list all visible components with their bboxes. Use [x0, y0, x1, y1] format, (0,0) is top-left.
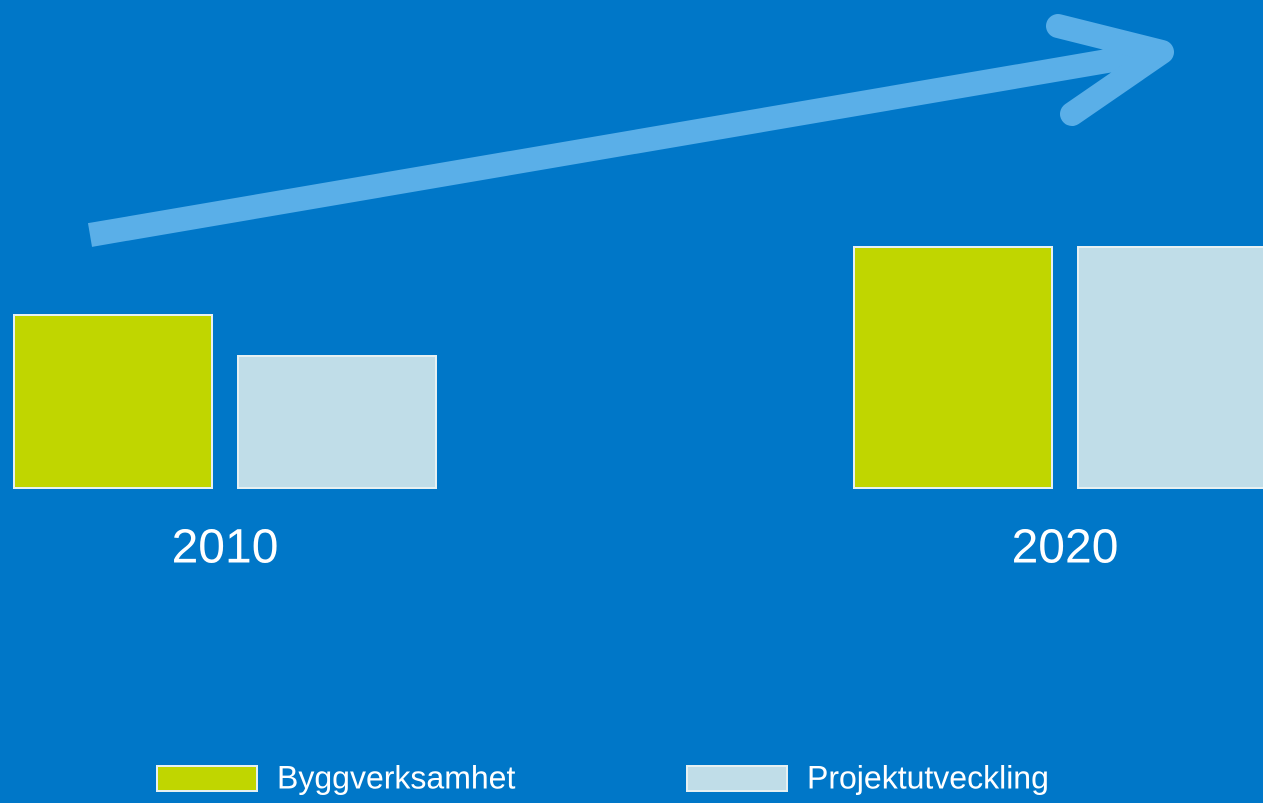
bar [237, 355, 437, 489]
arrow-head [1046, 14, 1174, 126]
arrow-shaft [87, 40, 1163, 247]
legend-swatch [156, 765, 258, 792]
legend-label: Projektutveckling [807, 759, 1049, 795]
bar [13, 314, 213, 489]
legend-swatch [686, 765, 788, 792]
x-tick-label: 2020 [1012, 521, 1119, 574]
trend-arrow [87, 14, 1174, 247]
bar [853, 246, 1053, 489]
x-tick-label: 2010 [172, 521, 279, 574]
legend-label: Byggverksamhet [277, 759, 515, 795]
bar [1077, 246, 1263, 489]
